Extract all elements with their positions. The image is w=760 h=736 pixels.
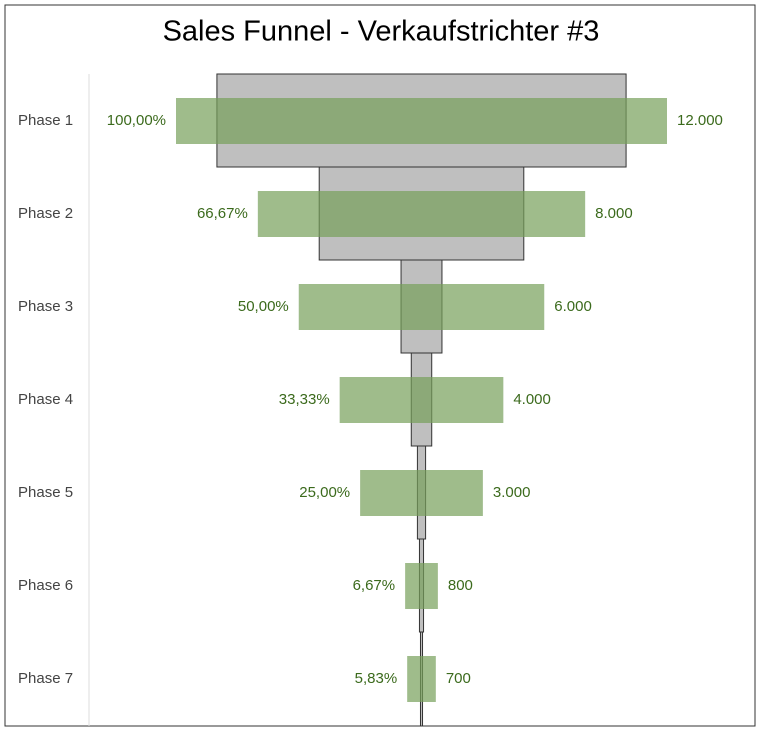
bar <box>360 470 483 516</box>
bar <box>339 377 504 423</box>
bar <box>298 284 545 330</box>
bar <box>405 563 438 609</box>
chart-title: Sales Funnel - Verkaufstrichter #3 <box>163 16 600 48</box>
category-label: Phase 2 <box>18 205 73 222</box>
value-label: 700 <box>446 670 471 687</box>
category-label: Phase 5 <box>18 484 73 501</box>
category-label: Phase 1 <box>18 112 73 129</box>
percentage-label: 25,00% <box>299 484 350 501</box>
category-label: Phase 4 <box>18 391 73 408</box>
value-label: 800 <box>448 577 473 594</box>
bar <box>257 191 586 237</box>
category-label: Phase 7 <box>18 670 73 687</box>
bar <box>407 656 436 702</box>
value-label: 12.000 <box>677 112 723 129</box>
category-label: Phase 3 <box>18 298 73 315</box>
value-label: 3.000 <box>493 484 531 501</box>
percentage-label: 33,33% <box>279 391 330 408</box>
category-label: Phase 6 <box>18 577 73 594</box>
percentage-label: 5,83% <box>355 670 398 687</box>
percentage-label: 50,00% <box>238 298 289 315</box>
bar <box>176 98 667 144</box>
percentage-label: 100,00% <box>107 112 166 129</box>
value-label: 8.000 <box>595 205 633 222</box>
value-label: 6.000 <box>554 298 592 315</box>
value-label: 4.000 <box>513 391 551 408</box>
percentage-label: 6,67% <box>353 577 396 594</box>
percentage-label: 66,67% <box>197 205 248 222</box>
